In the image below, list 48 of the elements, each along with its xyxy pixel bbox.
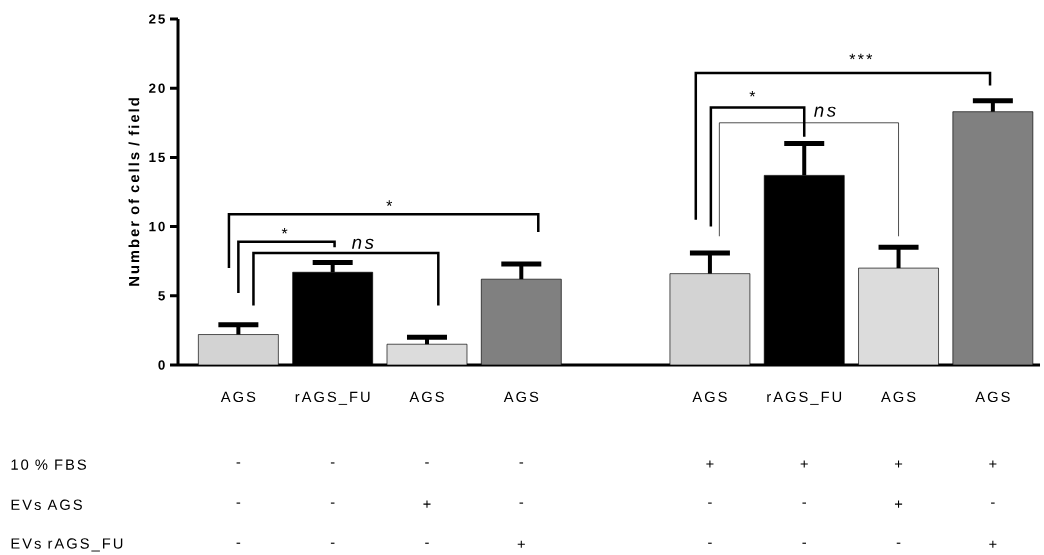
text: +: [706, 460, 714, 468]
text: -: [330, 542, 335, 544]
text: -: [425, 542, 429, 544]
text: -: [330, 462, 335, 464]
text: -: [896, 542, 901, 544]
text: -: [236, 462, 241, 464]
y-tick-label: 0: [158, 360, 165, 370]
annotation: ns: [814, 106, 836, 117]
annotation: *: [749, 91, 756, 97]
text: -: [708, 502, 712, 504]
y-tick-label: 10: [149, 221, 165, 232]
text: EVs rAGS_FU: [11, 538, 123, 552]
y-tick-label: 25: [149, 14, 165, 24]
text: -: [802, 502, 807, 504]
text: -: [425, 462, 429, 464]
x-tick-label: AGS: [409, 391, 444, 403]
x-tick-label: rAGS_FU: [295, 391, 370, 405]
text: -: [991, 502, 995, 504]
text: EVs AGS: [11, 499, 82, 510]
text: 10 % FBS: [11, 459, 86, 470]
y-tick-label: 20: [149, 83, 165, 93]
text: +: [989, 460, 997, 468]
x-tick-label: rAGS_FU: [767, 391, 842, 405]
text: -: [519, 462, 524, 464]
x-tick-label: AGS: [975, 391, 1010, 403]
x-tick-label: AGS: [692, 391, 727, 403]
annotation: ***: [849, 53, 873, 60]
x-tick-label: AGS: [220, 391, 256, 403]
x-tick-label: AGS: [503, 391, 539, 403]
annotation: *: [386, 200, 393, 206]
text: +: [800, 460, 808, 468]
text: -: [519, 502, 524, 504]
x-tick-label: AGS: [881, 391, 916, 403]
annotation: *: [281, 228, 288, 234]
text: -: [236, 502, 241, 504]
text: +: [423, 500, 431, 508]
y-tick-label: 15: [149, 152, 165, 163]
text: -: [236, 542, 241, 544]
text: -: [330, 502, 335, 504]
y-tick-label: 5: [158, 291, 165, 301]
text: -: [708, 542, 712, 544]
annotation: ns: [352, 238, 374, 249]
text: +: [517, 540, 525, 548]
text: -: [802, 542, 807, 544]
y-axis-title: Number of cells / field: [128, 98, 140, 286]
text: +: [989, 540, 997, 548]
text: +: [894, 460, 903, 468]
text: +: [894, 500, 903, 508]
